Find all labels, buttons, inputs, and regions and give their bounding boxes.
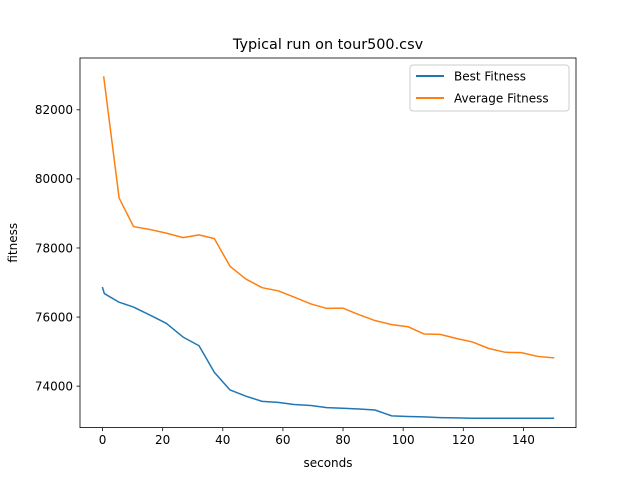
- legend-box: [409, 64, 570, 112]
- x-tick-label: 20: [155, 433, 170, 447]
- y-axis-label: fitness: [6, 223, 20, 263]
- legend-label-best-fitness: Best Fitness: [454, 70, 526, 84]
- x-tick-label: 80: [335, 433, 350, 447]
- series-line-average-fitness: [102, 76, 555, 359]
- series-line-best-fitness: [101, 286, 555, 420]
- axes-frame: [79, 57, 577, 429]
- y-tick-label: 74000: [35, 379, 73, 393]
- y-tick-label: 82000: [35, 103, 73, 117]
- x-tick-label: 60: [275, 433, 290, 447]
- x-tick-label: 120: [452, 433, 475, 447]
- chart-title: Typical run on tour500.csv: [232, 37, 424, 53]
- x-tick-label: 0: [99, 433, 107, 447]
- x-tick-label: 140: [512, 433, 535, 447]
- plot-lines: [101, 76, 555, 420]
- legend-label-average-fitness: Average Fitness: [454, 92, 549, 106]
- y-tick-label: 78000: [35, 241, 73, 255]
- x-tick-label: 40: [215, 433, 230, 447]
- y-axis-ticks: 74000 76000 78000 80000 82000: [35, 103, 80, 393]
- y-tick-label: 80000: [35, 172, 73, 186]
- y-tick-label: 76000: [35, 310, 73, 324]
- x-axis-ticks: 0 20 40 60 80 100 120 140: [99, 427, 535, 447]
- x-tick-label: 100: [392, 433, 415, 447]
- x-axis-label: seconds: [303, 456, 352, 470]
- legend: Best Fitness Average Fitness: [409, 64, 570, 112]
